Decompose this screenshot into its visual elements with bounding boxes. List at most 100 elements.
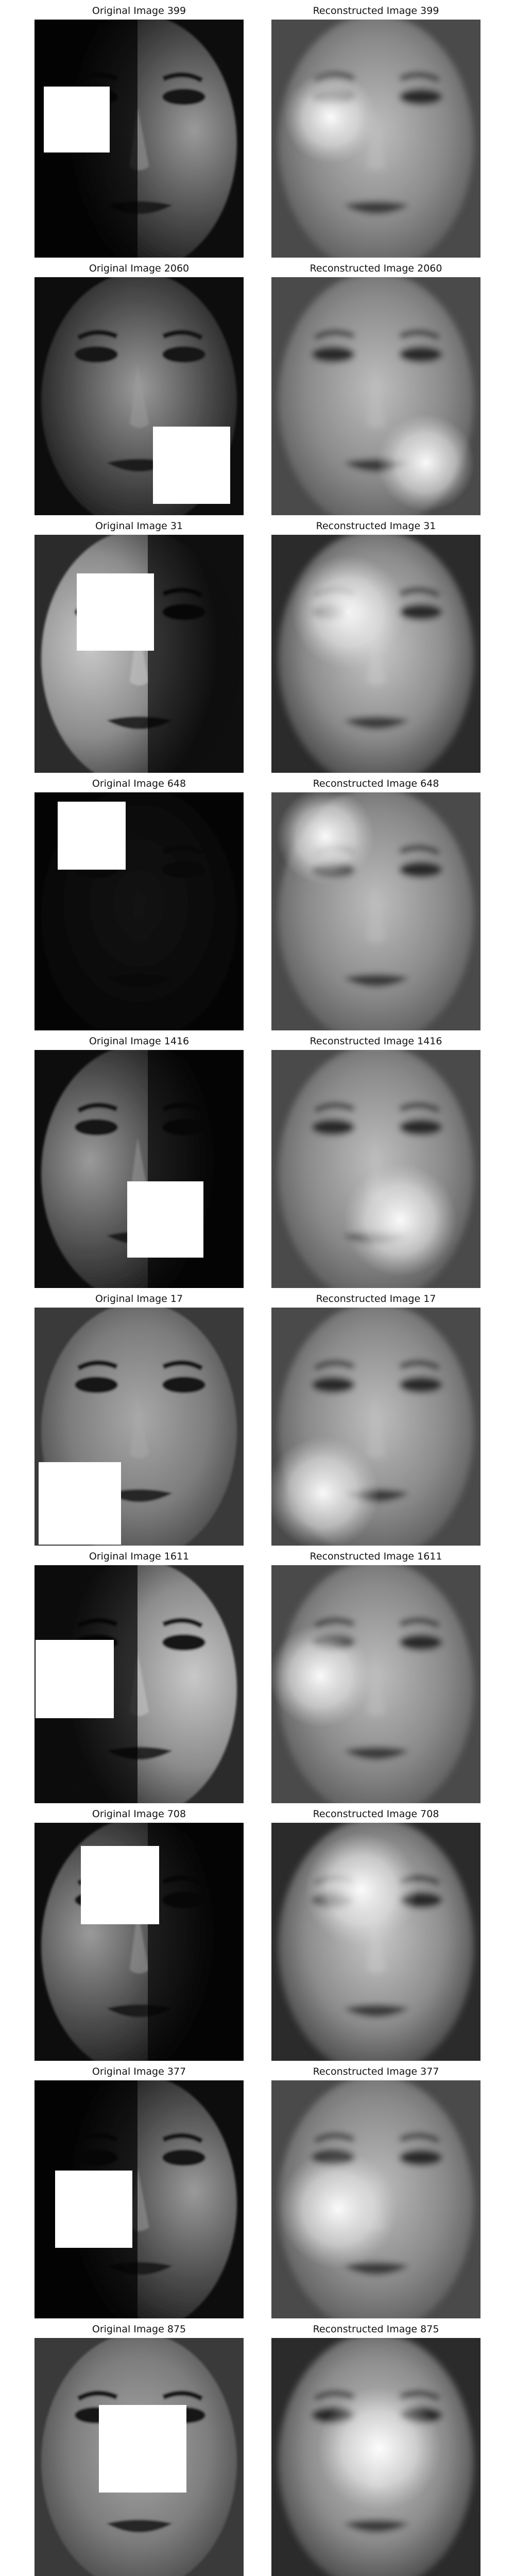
eyebrows	[77, 1360, 203, 1371]
original-image-title: Original Image 399	[92, 5, 186, 16]
reconstructed-face-image	[271, 535, 480, 773]
mouth	[107, 2519, 173, 2533]
mouth	[344, 974, 409, 987]
occlusion-square	[81, 1846, 159, 1924]
original-image-title: Original Image 1611	[89, 1551, 190, 1562]
original-image-panel: Original Image 2060	[31, 258, 247, 515]
reconstructed-image-panel: Reconstructed Image 648	[268, 773, 484, 1030]
right-eye	[399, 1634, 442, 1651]
shadow-side	[148, 535, 244, 773]
reconstructed-occlusion-blob	[305, 1833, 418, 1946]
reconstructed-image-title: Reconstructed Image 17	[316, 1293, 436, 1304]
reconstructed-image-panel: Reconstructed Image 377	[268, 2061, 484, 2318]
reconstructed-face-image	[271, 2338, 480, 2576]
right-eye	[162, 1377, 205, 1393]
right-eye	[399, 2149, 442, 2166]
left-eye	[312, 1119, 355, 1136]
reconstructed-image-title: Reconstructed Image 648	[313, 778, 439, 789]
occlusion-square	[44, 87, 110, 152]
occlusion-square	[55, 2171, 132, 2248]
mouth	[344, 2004, 409, 2018]
original-face-image	[35, 2080, 244, 2318]
eyebrows	[77, 330, 203, 341]
original-face-image	[35, 792, 244, 1030]
original-image-panel: Original Image 377	[31, 2061, 247, 2318]
occlusion-square	[99, 2405, 186, 2493]
reconstructed-image-title: Reconstructed Image 399	[313, 5, 439, 16]
mouth	[107, 1489, 173, 1502]
left-eye	[312, 346, 355, 363]
shadow-side	[148, 1823, 244, 2061]
nose	[130, 1395, 149, 1459]
original-image-panel: Original Image 31	[31, 515, 247, 773]
original-image-panel: Original Image 708	[31, 1803, 247, 2061]
reconstructed-face-image	[271, 20, 480, 258]
right-eye	[399, 1119, 442, 1136]
occlusion-square	[153, 427, 230, 504]
original-face-image	[35, 1050, 244, 1288]
left-eye	[75, 346, 118, 363]
right-eye	[162, 2149, 205, 2166]
nose	[367, 1395, 386, 1459]
left-eye	[75, 1119, 118, 1136]
original-face-image	[35, 1823, 244, 2061]
reconstructed-occlusion-blob	[284, 71, 377, 164]
nose	[130, 1910, 149, 1974]
nose	[367, 365, 386, 428]
mouth	[344, 2519, 409, 2533]
reconstructed-image-panel: Reconstructed Image 1416	[268, 1030, 484, 1288]
reconstructed-occlusion-blob	[279, 2150, 398, 2268]
reconstructed-image-panel: Reconstructed Image 399	[268, 0, 484, 258]
reconstructed-face-image	[271, 1050, 480, 1288]
mouth	[344, 2262, 409, 2275]
original-image-title: Original Image 31	[95, 520, 183, 532]
original-face-image	[35, 535, 244, 773]
right-eye	[399, 861, 442, 878]
eyebrows	[314, 1360, 440, 1371]
original-image-panel: Original Image 399	[31, 0, 247, 258]
reconstructed-face-image	[271, 2080, 480, 2318]
reconstructed-image-title: Reconstructed Image 31	[316, 520, 436, 532]
original-image-panel: Original Image 17	[31, 1288, 247, 1546]
reconstructed-face-image	[271, 792, 480, 1030]
right-eye	[399, 604, 442, 620]
eyebrows	[77, 2391, 203, 2401]
right-eye	[399, 346, 442, 363]
original-image-title: Original Image 708	[92, 1808, 186, 1820]
reconstructed-image-panel: Reconstructed Image 708	[268, 1803, 484, 2061]
right-eye	[162, 1634, 205, 1651]
reconstructed-image-panel: Reconstructed Image 875	[268, 2318, 484, 2576]
mouth	[344, 1747, 409, 1760]
reconstructed-face-image	[271, 1823, 480, 2061]
mouth	[344, 201, 409, 214]
original-image-title: Original Image 377	[92, 2066, 186, 2077]
eyebrows	[314, 1103, 440, 1113]
reconstructed-face-image	[271, 1565, 480, 1803]
reconstructed-image-panel: Reconstructed Image 17	[268, 1288, 484, 1546]
original-image-panel: Original Image 1416	[31, 1030, 247, 1288]
original-image-panel: Original Image 648	[31, 773, 247, 1030]
original-face-image	[35, 1308, 244, 1546]
reconstructed-occlusion-blob	[344, 1163, 457, 1277]
eyebrows	[314, 330, 440, 341]
reconstructed-image-title: Reconstructed Image 377	[313, 2066, 439, 2077]
original-face-image	[35, 2338, 244, 2576]
reconstructed-occlusion-blob	[318, 2387, 441, 2511]
nose	[130, 622, 149, 686]
reconstructed-image-panel: Reconstructed Image 2060	[268, 258, 484, 515]
nose	[367, 1653, 386, 1716]
reconstructed-occlusion-blob	[277, 792, 374, 885]
left-eye	[75, 1377, 118, 1393]
right-eye	[399, 1377, 442, 1393]
reconstructed-image-title: Reconstructed Image 1611	[310, 1551, 442, 1562]
original-face-image	[35, 1565, 244, 1803]
original-face-image	[35, 20, 244, 258]
eyebrows	[314, 1618, 440, 1629]
mouth	[344, 716, 409, 730]
eyebrows	[314, 2133, 440, 2144]
occlusion-square	[127, 1181, 203, 1258]
right-eye	[162, 346, 205, 363]
original-image-title: Original Image 1416	[89, 1036, 190, 1047]
original-image-title: Original Image 875	[92, 2324, 186, 2335]
